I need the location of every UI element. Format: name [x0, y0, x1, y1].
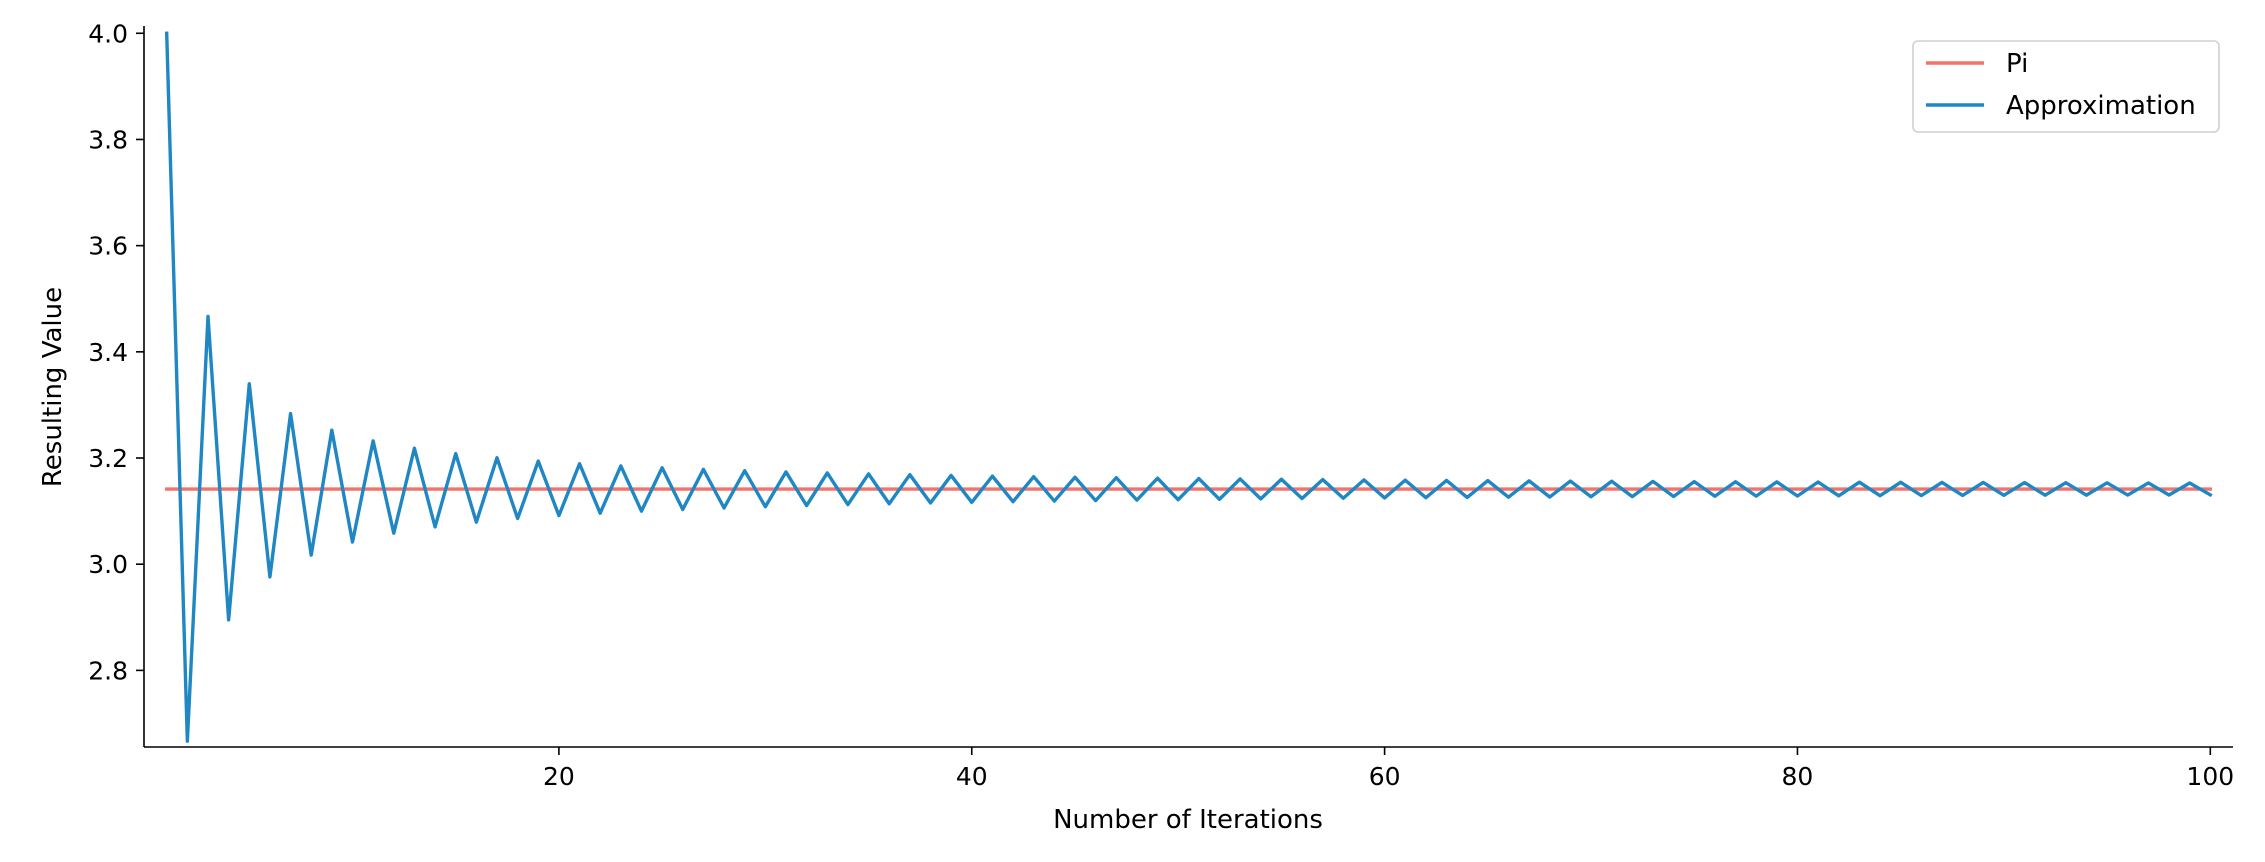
y-tick-label: 3.2: [88, 444, 128, 473]
series-layer: [164, 31, 2213, 743]
y-tick-label: 3.4: [88, 338, 128, 367]
legend-frame: [1912, 40, 2220, 133]
axes-layer: [143, 26, 2233, 748]
y-tick-label: 3.0: [88, 550, 128, 579]
y-tick-label: 3.6: [88, 232, 128, 261]
y-axis-label: Resulting Value: [38, 287, 68, 487]
x-ticks: 20 40 60 80 100: [543, 747, 2234, 791]
y-tick-label: 3.8: [88, 125, 128, 154]
legend-label-pi: Pi: [2006, 49, 2028, 79]
y-ticks: 2.8 3.0 3.2 3.4 3.6 3.8 4.0: [88, 19, 144, 685]
legend: Pi Approximation: [1912, 40, 2220, 133]
legend-label-approximation: Approximation: [2006, 91, 2196, 121]
x-tick-label: 40: [956, 762, 988, 791]
y-tick-label: 4.0: [88, 19, 128, 48]
x-tick-label: 80: [1782, 762, 1814, 791]
y-tick-label: 2.8: [88, 656, 128, 685]
x-tick-label: 100: [2186, 762, 2234, 791]
x-tick-label: 20: [543, 762, 575, 791]
series-line-approximation: [164, 31, 2213, 743]
x-axis-label: Number of Iterations: [1053, 805, 1323, 835]
x-tick-label: 60: [1369, 762, 1401, 791]
